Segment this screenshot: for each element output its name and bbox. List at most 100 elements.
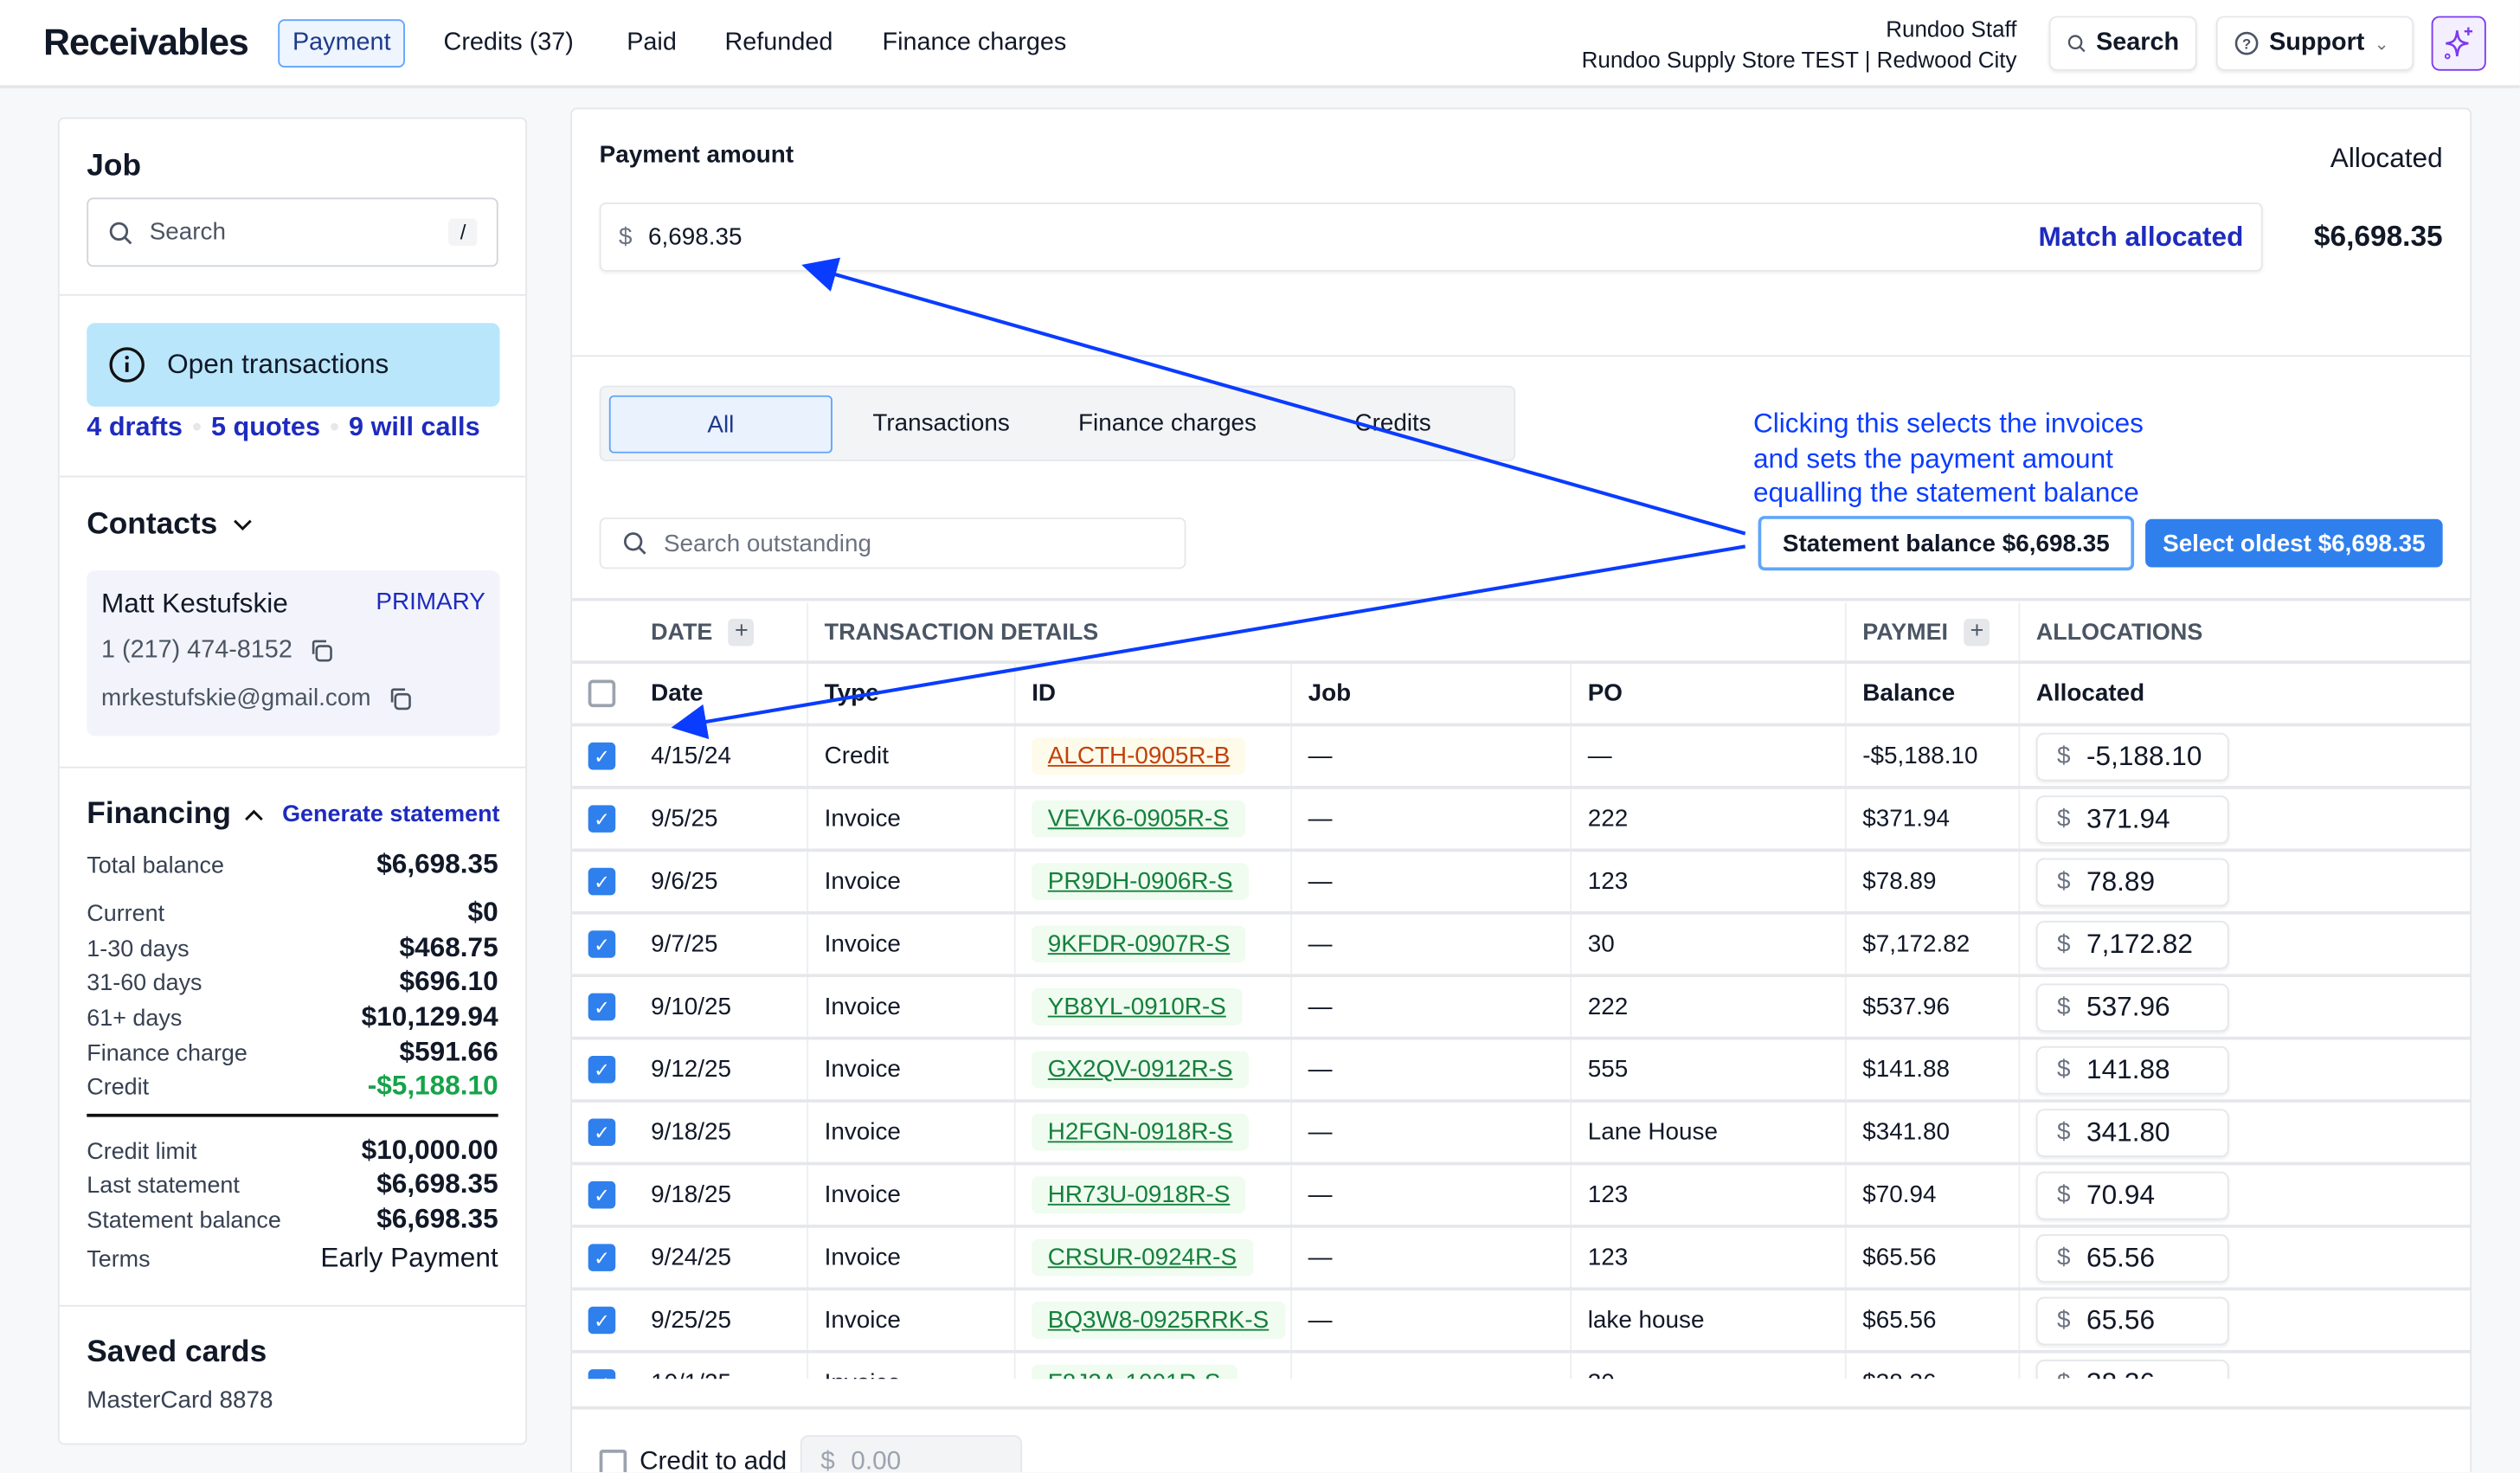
statement-balance-button[interactable]: Statement balance $6,698.35 — [1758, 516, 2135, 571]
tab-payment[interactable]: Payment — [278, 19, 406, 68]
row-checkbox[interactable]: ✓ — [588, 805, 616, 833]
drafts-link[interactable]: 4 drafts — [87, 413, 183, 442]
column-header-date[interactable]: Date — [651, 679, 704, 708]
filter-transactions[interactable]: Transactions — [872, 409, 1010, 438]
table-row[interactable]: ✓ 9/10/25 Invoice YB8YL-0910R-S — 222 $5… — [572, 974, 2472, 1037]
generate-statement-link[interactable]: Generate statement — [282, 801, 500, 828]
allocation-input[interactable]: $65.56 — [2035, 1296, 2229, 1345]
filter-all[interactable]: All — [608, 395, 832, 453]
job-search-input[interactable]: Search / — [87, 197, 498, 267]
annotation-arrow — [671, 544, 1746, 740]
allocation-input[interactable]: $ -5,188.10 — [2035, 731, 2229, 781]
table-row[interactable]: ✓ 4/15/24 Credit ALCTH-0905R-B — — -$5,1… — [572, 723, 2472, 787]
tab-paid[interactable]: Paid — [627, 29, 677, 56]
search-button[interactable]: Search — [2048, 16, 2197, 71]
credit-to-add-input[interactable]: $0.00 — [800, 1435, 1022, 1473]
cell-type: Invoice — [807, 1227, 1014, 1288]
tab-refunded[interactable]: Refunded — [724, 29, 833, 56]
column-header-job[interactable]: Job — [1290, 663, 1570, 724]
transaction-id-link[interactable]: HR73U-0918R-S — [1032, 1176, 1246, 1214]
cell-job: — — [1290, 977, 1570, 1037]
contact-phone: 1 (217) 474-8152 — [100, 636, 292, 664]
table-row[interactable]: ✓ 9/6/25 Invoice PR9DH-0906R-S — 123 $78… — [572, 848, 2472, 911]
row-checkbox[interactable]: ✓ — [588, 1180, 616, 1209]
select-all-checkbox[interactable] — [588, 679, 616, 708]
transaction-id-link[interactable]: H2FGN-0918R-S — [1032, 1113, 1249, 1151]
allocation-input[interactable]: $38.36 — [2035, 1359, 2229, 1380]
payment-amount-input[interactable]: $ 6,698.35 Match allocated — [599, 202, 2263, 272]
copy-icon[interactable] — [308, 638, 334, 664]
cell-allocated: $141.88 — [2018, 1039, 2472, 1100]
aging-value: -$5,188.10 — [367, 1070, 498, 1102]
transaction-id-link[interactable]: YB8YL-0910R-S — [1032, 988, 1243, 1026]
table-row[interactable]: ✓ 9/18/25 Invoice H2FGN-0918R-S — Lane H… — [572, 1099, 2472, 1162]
cell-po: 30 — [1570, 1353, 1845, 1380]
row-checkbox[interactable]: ✓ — [588, 742, 616, 770]
table-row[interactable]: ✓ 9/12/25 Invoice GX2QV-0912R-S — 555 $1… — [572, 1036, 2472, 1100]
allocation-value: 7,172.82 — [2086, 928, 2193, 959]
currency-symbol: $ — [618, 223, 633, 251]
cell-po: Lane House — [1570, 1102, 1845, 1162]
transaction-id-link[interactable]: PR9DH-0906R-S — [1032, 863, 1249, 900]
match-allocated-button[interactable]: Match allocated — [2038, 221, 2244, 252]
table-row[interactable]: ✓ 9/24/25 Invoice CRSUR-0924R-S — 123 $6… — [572, 1225, 2472, 1288]
table-row[interactable]: ✓ 10/1/25 Invoice F8J2A-1001R-S — 30 $38… — [572, 1349, 2472, 1380]
transaction-id-link[interactable]: 9KFDR-0907R-S — [1032, 925, 1246, 963]
transaction-id-link[interactable]: F8J2A-1001R-S — [1032, 1364, 1238, 1380]
allocation-input[interactable]: $65.56 — [2035, 1233, 2229, 1282]
row-checkbox[interactable]: ✓ — [588, 867, 616, 896]
transaction-id-link[interactable]: CRSUR-0924R-S — [1032, 1238, 1253, 1277]
column-header-allocated[interactable]: Allocated — [2018, 663, 2472, 724]
column-header-po[interactable]: PO — [1570, 663, 1845, 724]
row-checkbox[interactable]: ✓ — [588, 930, 616, 958]
tab-finance-charges[interactable]: Finance charges — [882, 29, 1067, 56]
open-transactions-banner[interactable]: Open transactions — [87, 323, 500, 407]
select-all-cell — [572, 664, 634, 724]
allocation-input[interactable]: $141.88 — [2035, 1045, 2229, 1094]
row-checkbox[interactable]: ✓ — [588, 1118, 616, 1147]
allocation-input[interactable]: $371.94 — [2035, 794, 2229, 843]
transaction-id-link[interactable]: VEVK6-0905R-S — [1032, 800, 1245, 838]
table-row[interactable]: ✓ 9/25/25 Invoice BQ3W8-0925RRK-S — lake… — [572, 1287, 2472, 1350]
table-row[interactable]: ✓ 9/18/25 Invoice HR73U-0918R-S — 123 $7… — [572, 1161, 2472, 1225]
allocation-input[interactable]: $537.96 — [2035, 982, 2229, 1032]
saved-card-item[interactable]: MasterCard 8878 — [87, 1386, 273, 1415]
transaction-id-link[interactable]: GX2QV-0912R-S — [1032, 1051, 1250, 1089]
search-outstanding-input[interactable]: Search outstanding — [599, 517, 1186, 569]
row-checkbox[interactable]: ✓ — [588, 1369, 616, 1380]
support-button[interactable]: ? Support ⌄ — [2215, 16, 2414, 71]
quotes-link[interactable]: 5 quotes — [210, 413, 321, 442]
allocation-input[interactable]: $70.94 — [2035, 1170, 2229, 1219]
allocation-input[interactable]: $341.80 — [2035, 1108, 2229, 1157]
table-row[interactable]: ✓ 9/5/25 Invoice VEVK6-0905R-S — 222 $37… — [572, 786, 2472, 849]
row-checkbox[interactable]: ✓ — [588, 1306, 616, 1335]
transaction-id-link[interactable]: BQ3W8-0925RRK-S — [1032, 1302, 1285, 1339]
select-oldest-button[interactable]: Select oldest $6,698.35 — [2145, 518, 2443, 568]
contacts-toggle[interactable]: Contacts — [87, 508, 253, 544]
currency-symbol: $ — [2056, 993, 2071, 1021]
chevron-down-icon — [234, 519, 253, 531]
add-column-icon[interactable]: + — [1964, 618, 1990, 646]
column-header-balance[interactable]: Balance — [1844, 663, 2019, 724]
cell-type: Invoice — [807, 788, 1014, 849]
ai-assistant-button[interactable] — [2431, 16, 2486, 71]
allocation-input[interactable]: $78.89 — [2035, 857, 2229, 906]
chevron-up-icon[interactable] — [244, 808, 263, 821]
will-calls-link[interactable]: 9 will calls — [349, 413, 480, 442]
user-name: Rundoo Staff — [1886, 16, 2017, 42]
table-row[interactable]: ✓ 9/7/25 Invoice 9KFDR-0907R-S — 30 $7,1… — [572, 910, 2472, 974]
row-checkbox[interactable]: ✓ — [588, 993, 616, 1021]
row-checkbox[interactable]: ✓ — [588, 1244, 616, 1271]
filter-finance-charges[interactable]: Finance charges — [1078, 409, 1257, 438]
credit-to-add-checkbox[interactable] — [599, 1449, 627, 1473]
row-select-cell: ✓ — [572, 915, 634, 974]
tab-credits[interactable]: Credits (37) — [443, 29, 574, 56]
aging-value: $468.75 — [399, 932, 498, 963]
allocation-input[interactable]: $7,172.82 — [2035, 920, 2229, 968]
row-checkbox[interactable]: ✓ — [588, 1056, 616, 1084]
add-column-icon[interactable]: + — [728, 618, 755, 646]
copy-icon[interactable] — [387, 685, 413, 711]
transaction-id-link[interactable]: ALCTH-0905R-B — [1032, 737, 1246, 775]
cell-po: 123 — [1570, 1227, 1845, 1288]
column-header-id[interactable]: ID — [1013, 663, 1290, 724]
